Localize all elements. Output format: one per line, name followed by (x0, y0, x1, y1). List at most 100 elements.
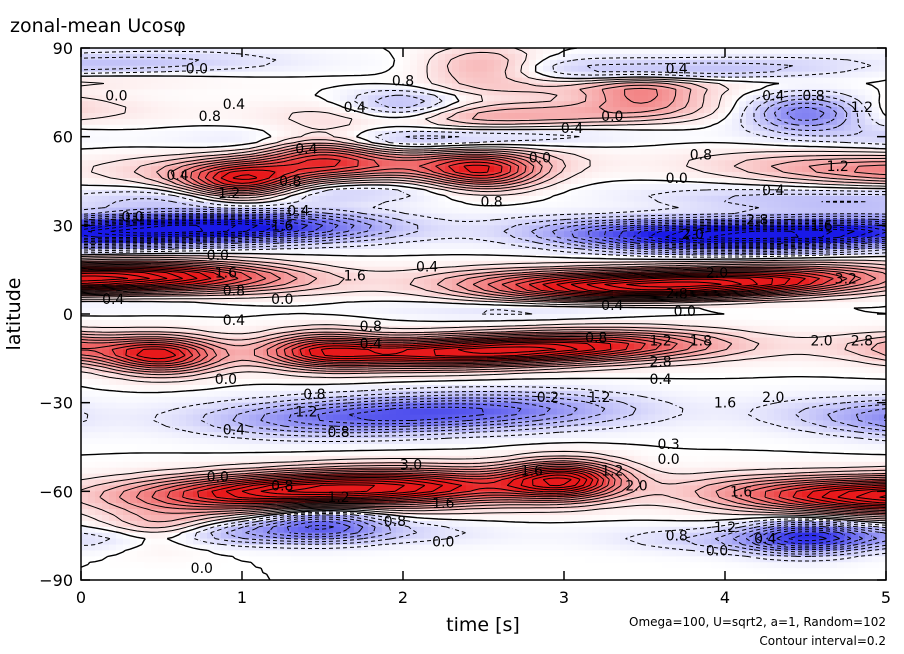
heatmap-cell (865, 296, 873, 303)
heatmap-cell (151, 136, 159, 144)
heatmap-cell (438, 160, 446, 167)
heatmap-cell (732, 183, 740, 191)
heatmap-cell (599, 201, 607, 209)
heatmap-cell (431, 248, 439, 256)
heatmap-cell (242, 178, 250, 185)
heatmap-cell (732, 213, 740, 221)
heatmap-cell (858, 53, 866, 61)
heatmap-cell (564, 213, 572, 221)
heatmap-cell (438, 83, 446, 90)
heatmap-cell (291, 272, 299, 280)
heatmap-cell (655, 154, 663, 161)
heatmap-cell (501, 225, 509, 232)
heatmap-cell (620, 278, 628, 286)
heatmap-cell (382, 266, 390, 274)
heatmap-cell (697, 178, 705, 185)
heatmap-cell (809, 83, 817, 90)
heatmap-cell (760, 172, 768, 179)
heatmap-cell (263, 213, 271, 221)
heatmap-cell (466, 53, 474, 61)
heatmap-cell (116, 89, 124, 96)
heatmap-cell (144, 183, 152, 191)
heatmap-cell (277, 225, 285, 232)
heatmap-cell (781, 89, 789, 96)
heatmap-cell (431, 83, 439, 90)
heatmap-cell (585, 101, 593, 108)
heatmap-cell (186, 231, 194, 238)
heatmap-cell (130, 83, 138, 90)
heatmap-cell (403, 136, 411, 144)
heatmap-cell (634, 59, 642, 67)
heatmap-cell (837, 189, 845, 197)
heatmap-cell (340, 124, 348, 132)
heatmap-cell (711, 118, 719, 126)
heatmap-cell (697, 48, 705, 55)
heatmap-cell (375, 65, 383, 73)
heatmap-cell (641, 213, 649, 221)
heatmap-cell (571, 201, 579, 209)
heatmap-cell (501, 130, 509, 138)
heatmap-cell (347, 213, 355, 221)
heatmap-cell (746, 65, 754, 73)
heatmap-cell (522, 113, 530, 120)
heatmap-cell (319, 278, 327, 286)
heatmap-cell (333, 130, 341, 138)
heatmap-cell (214, 272, 222, 280)
heatmap-cell (319, 160, 327, 167)
heatmap-cell (375, 207, 383, 215)
heatmap-cell (872, 142, 880, 150)
heatmap-cell (816, 48, 824, 55)
heatmap-cell (375, 71, 383, 79)
heatmap-cell (235, 248, 243, 256)
heatmap-cell (151, 65, 159, 73)
heatmap-cell (445, 118, 453, 126)
heatmap-cell (172, 107, 180, 114)
heatmap-cell (585, 195, 593, 203)
heatmap-cell (732, 160, 740, 167)
heatmap-cell (179, 302, 187, 309)
heatmap-cell (781, 65, 789, 73)
heatmap-cell (851, 266, 859, 274)
heatmap-cell (452, 201, 460, 209)
heatmap-cell (123, 201, 131, 209)
heatmap-cell (200, 113, 208, 120)
heatmap-cell (102, 124, 110, 132)
heatmap-cell (270, 83, 278, 90)
heatmap-cell (438, 207, 446, 215)
heatmap-cell (753, 183, 761, 191)
heatmap-cell (690, 166, 698, 173)
heatmap-cell (228, 118, 236, 126)
heatmap-cell (802, 89, 810, 96)
heatmap-cell (732, 118, 740, 126)
heatmap-cell (116, 213, 124, 221)
heatmap-cell (795, 48, 803, 55)
heatmap-cell (130, 231, 138, 238)
heatmap-cell (123, 266, 131, 274)
heatmap-cell (340, 183, 348, 191)
heatmap-cell (151, 201, 159, 209)
heatmap-cell (851, 254, 859, 262)
heatmap-cell (557, 83, 565, 90)
heatmap-cell (221, 113, 229, 120)
heatmap-cell (172, 195, 180, 203)
heatmap-cell (620, 260, 628, 268)
heatmap-cell (543, 148, 551, 155)
heatmap-cell (872, 77, 880, 85)
heatmap-cell (102, 130, 110, 138)
heatmap-cell (277, 183, 285, 191)
heatmap-cell (494, 89, 502, 96)
heatmap-cell (347, 189, 355, 197)
heatmap-cell (725, 178, 733, 185)
heatmap-cell (823, 290, 831, 297)
heatmap-cell (529, 83, 537, 90)
heatmap-cell (333, 148, 341, 155)
heatmap-cell (655, 95, 663, 102)
heatmap-cell (627, 148, 635, 155)
heatmap-cell (711, 160, 719, 167)
heatmap-cell (732, 113, 740, 120)
heatmap-cell (865, 172, 873, 179)
heatmap-cell (326, 83, 334, 90)
heatmap-cell (382, 254, 390, 262)
heatmap-cell (81, 178, 89, 185)
heatmap-cell (711, 278, 719, 286)
